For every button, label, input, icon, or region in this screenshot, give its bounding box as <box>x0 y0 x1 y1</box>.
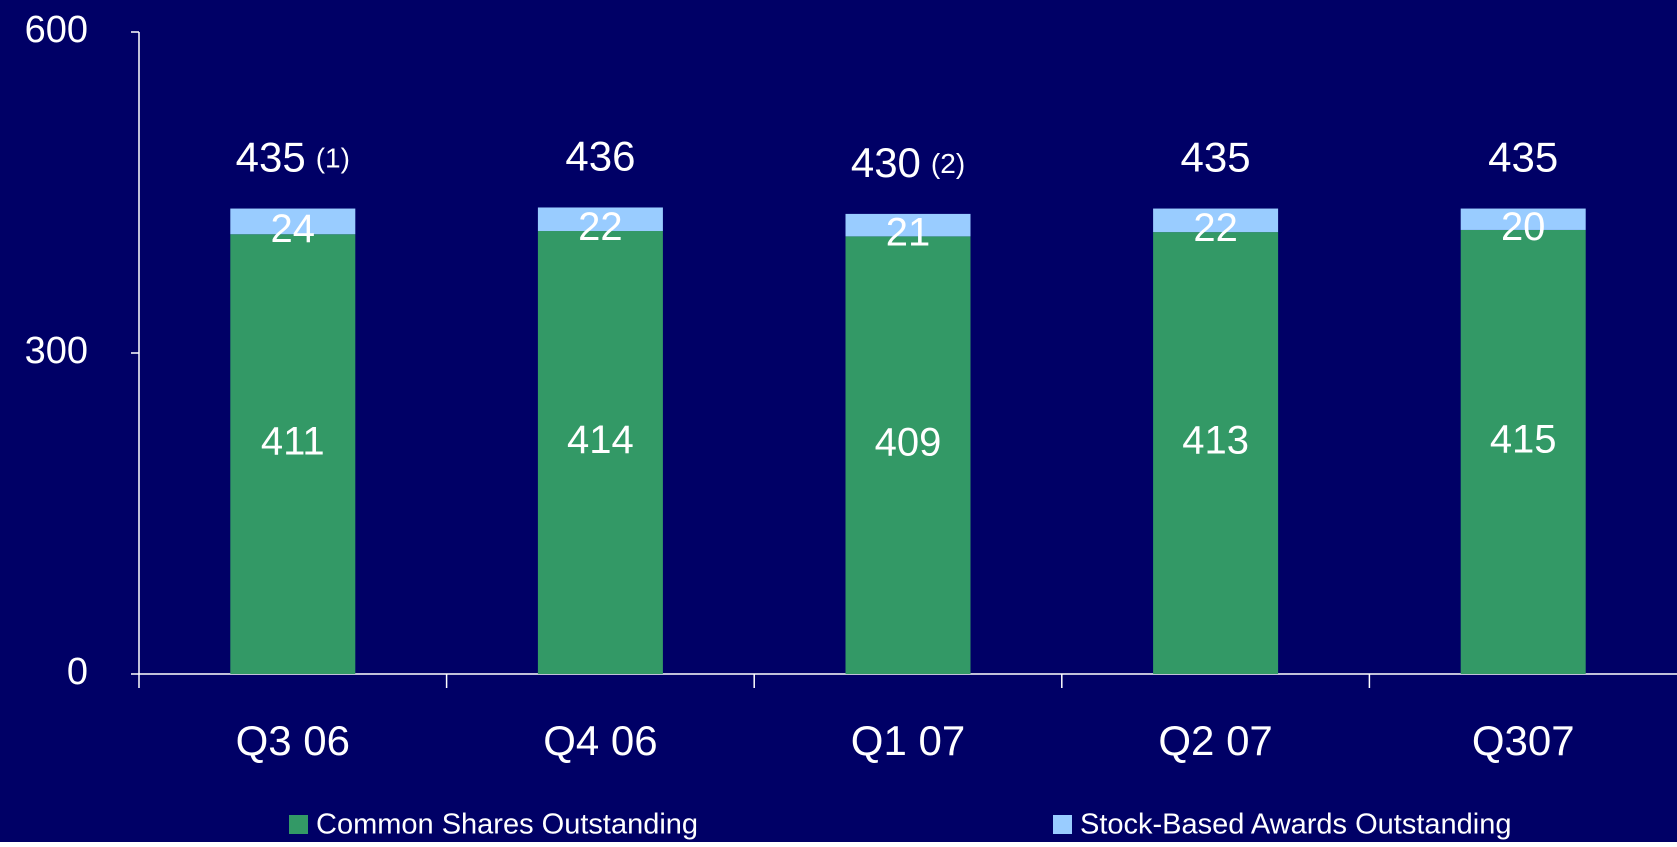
bar-segment <box>845 236 971 674</box>
x-tick-label: Q2 07 <box>1158 717 1272 764</box>
total-label: 430 (2) <box>851 139 965 186</box>
x-tick-label: Q307 <box>1472 717 1575 764</box>
legend-swatch <box>289 815 308 834</box>
bar-segment <box>537 231 663 674</box>
total-label: 435 <box>1488 134 1558 181</box>
x-tick-label: Q1 07 <box>851 717 965 764</box>
bar-segment <box>230 234 356 675</box>
data-label: 24 <box>271 207 316 251</box>
bar-segment <box>1460 229 1586 674</box>
legend-swatch <box>1053 815 1072 834</box>
total-value: 435 <box>1488 134 1558 181</box>
total-note: (1) <box>316 143 350 174</box>
data-label: 414 <box>567 418 634 462</box>
legend-label: Common Shares Outstanding <box>316 809 698 841</box>
x-tick-label: Q3 06 <box>236 717 350 764</box>
data-label: 22 <box>578 205 623 249</box>
bar-segment <box>1153 208 1279 233</box>
total-value: 435 <box>236 134 306 181</box>
total-note: (2) <box>931 148 965 179</box>
total-label: 435 (1) <box>236 134 350 181</box>
data-label: 413 <box>1182 419 1249 463</box>
total-label: 436 <box>565 133 635 180</box>
bar-segment <box>537 207 663 232</box>
bar-segment <box>845 213 971 237</box>
data-label: 20 <box>1501 205 1546 249</box>
y-tick-label: 600 <box>25 9 88 51</box>
total-label: 435 <box>1181 134 1251 181</box>
y-tick-label: 0 <box>67 651 88 693</box>
data-label: 415 <box>1490 418 1557 462</box>
total-value: 435 <box>1181 134 1251 181</box>
data-label: 409 <box>875 421 942 465</box>
data-label: 21 <box>886 211 931 255</box>
x-tick-label: Q4 06 <box>543 717 657 764</box>
y-tick-label: 300 <box>25 330 88 372</box>
data-label: 411 <box>261 420 325 464</box>
bar-segment <box>1460 208 1586 230</box>
total-value: 430 <box>851 139 921 186</box>
bar-segment <box>230 208 356 235</box>
legend-label: Stock-Based Awards Outstanding <box>1080 809 1512 841</box>
bar-segment <box>1153 232 1279 674</box>
total-value: 436 <box>565 133 635 180</box>
data-label: 22 <box>1193 206 1238 250</box>
